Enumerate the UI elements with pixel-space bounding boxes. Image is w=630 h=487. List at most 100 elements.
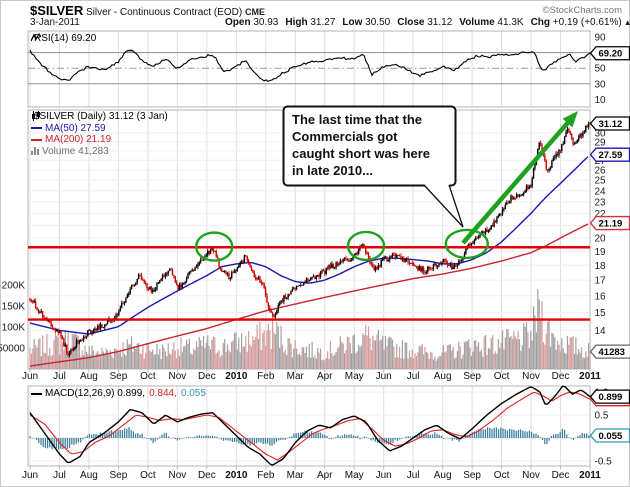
x-axis-month-label: 2010 [225, 470, 248, 481]
legend-symbol-row: $SILVER (Daily) 31.12 (3 Jan) [31, 111, 168, 123]
quote-value: 30.93 [250, 17, 279, 28]
macd-signal-line [29, 391, 591, 461]
rsi-plot [29, 49, 591, 83]
annotation-callout-text: The last time that the Commercials got c… [292, 111, 450, 179]
ma200-last-value: 21.19 [599, 219, 623, 230]
volume-axis-label: 150K [2, 302, 26, 313]
quote-label: High [285, 17, 308, 28]
x-axis-month-label: Jun [22, 371, 38, 382]
highlight-circle [444, 228, 489, 260]
volume-bars-icon [31, 147, 39, 156]
x-axis-month-label: Oct [494, 470, 510, 481]
gridlines [28, 31, 591, 470]
annotation-callout-box [282, 105, 457, 187]
price-axis-label: 15 [595, 308, 607, 319]
price-last-value: 31.12 [599, 119, 623, 130]
annotation-line: caught short was here [292, 146, 430, 161]
annotation-line: Commercials got [292, 129, 398, 144]
x-axis-month-label: Nov [168, 470, 186, 481]
price-axis-label: 17 [595, 276, 607, 287]
price-axis-label: 26 [595, 166, 607, 177]
macd-axis-label: -0.5 [595, 457, 613, 468]
legend-ma50-label: MA(50) 27.59 [45, 122, 106, 134]
x-axis-month-label: Jul [407, 371, 420, 382]
price-axis-label: 20 [595, 234, 607, 245]
legend-ma50-row: MA(50) 27.59 [31, 123, 168, 135]
quote-label: Volume [459, 17, 495, 28]
x-axis-month-label: Sep [110, 371, 128, 382]
macd-legend: MACD(12,26,9) 0.899, 0.844, 0.055 [31, 388, 206, 400]
rsi-last-value: 69.20 [599, 49, 623, 60]
ma50-line-icon [31, 127, 42, 130]
change-up-arrow-icon: ▲ [623, 18, 630, 27]
x-axis-month-label: Sep [110, 470, 128, 481]
x-axis-month-label: Jul [53, 371, 66, 382]
x-axis-month-label: 2011 [579, 371, 601, 382]
x-axis-month-label: May [345, 371, 364, 382]
x-axis-month-label: Dec [552, 371, 570, 382]
macd-legend-main: MACD(12,26,9) 0.899, [45, 388, 146, 399]
price-axis-label: 24 [595, 186, 607, 197]
quote-value: 31.27 [307, 17, 336, 28]
x-axis-month-label: Oct [140, 470, 156, 481]
x-axis-month-label: Nov [522, 470, 540, 481]
quote-label: Low [342, 17, 363, 28]
price-axis-label: 30 [595, 129, 607, 140]
stockcharts-credit: ©StockCharts.com [542, 5, 622, 16]
price-axis-label: 16 [595, 291, 607, 302]
instrument-name: Silver - Continuous Contract (EOD) [86, 7, 243, 18]
x-axis-month-label: Jul [407, 470, 420, 481]
rsi-line [29, 49, 591, 83]
price-axis-label: 19 [595, 247, 607, 258]
macd-line-icon [31, 392, 42, 395]
chart-header: $SILVER Silver - Continuous Contract (EO… [30, 3, 265, 18]
volume-bars [29, 289, 591, 369]
x-axis-month-label: 2010 [225, 371, 248, 382]
x-axis-month-label: Aug [80, 470, 98, 481]
x-axis-month-label: Oct [140, 371, 156, 382]
volume-axis-label: 50000 [0, 344, 25, 355]
rsi-axis-label: 30 [595, 79, 607, 90]
x-axis-month-label: Oct [494, 371, 510, 382]
macd-legend-signal: 0.844, [149, 388, 177, 399]
price-axis-label: 14 [595, 326, 607, 337]
volume-last-box [589, 344, 630, 359]
x-axis-month-label: Mar [287, 371, 305, 382]
x-axis-month-label: Jun [376, 371, 392, 382]
x-axis-month-label: Dec [198, 470, 216, 481]
x-axis-month-label: Nov [522, 371, 540, 382]
legend-symbol-label: $SILVER (Daily) 31.12 (3 Jan) [34, 111, 168, 122]
x-axis-month-label: Feb [257, 371, 275, 382]
price-axis-label: 23 [595, 197, 607, 208]
main-legend: $SILVER (Daily) 31.12 (3 Jan) MA(50) 27.… [31, 111, 168, 157]
macd-legend-hist: 0.055 [180, 388, 206, 399]
quote-value: +0.19 (+0.61%) [550, 17, 622, 28]
x-axis-month-label: Nov [168, 371, 186, 382]
resistance-lines [28, 246, 590, 321]
x-axis-month-label: Jun [22, 470, 38, 481]
rsi-legend-label: RSI(14) 69.20 [34, 33, 97, 44]
rsi-axis-label: 90 [595, 33, 607, 44]
legend-ma200-label: MA(200) 21.19 [45, 134, 112, 145]
x-axis-month-label: May [345, 470, 364, 481]
highlight-circle [195, 231, 234, 262]
x-axis-month-label: Sep [463, 470, 481, 481]
x-axis-month-label: Mar [287, 470, 305, 481]
annotation-line: in late 2010... [292, 163, 373, 178]
legend-ma200-row: MA(200) 21.19 [31, 134, 168, 146]
price-axis-label: 18 [595, 261, 607, 272]
macd-line [29, 385, 591, 466]
x-axis-month-label: Aug [434, 470, 452, 481]
quote-value: 30.50 [362, 17, 391, 28]
price-axis-label: 25 [595, 176, 607, 187]
axis-labels: 302927262524232220191817161514905030101.… [0, 33, 612, 482]
quote-value: 41.3K [494, 17, 524, 28]
symbol: $SILVER [30, 3, 84, 18]
quote-label: Chg [530, 17, 551, 28]
quote-label: Close [397, 17, 425, 28]
exchange: CME [244, 7, 265, 17]
quote-value: 31.12 [424, 17, 453, 28]
ma200-line [29, 223, 589, 367]
